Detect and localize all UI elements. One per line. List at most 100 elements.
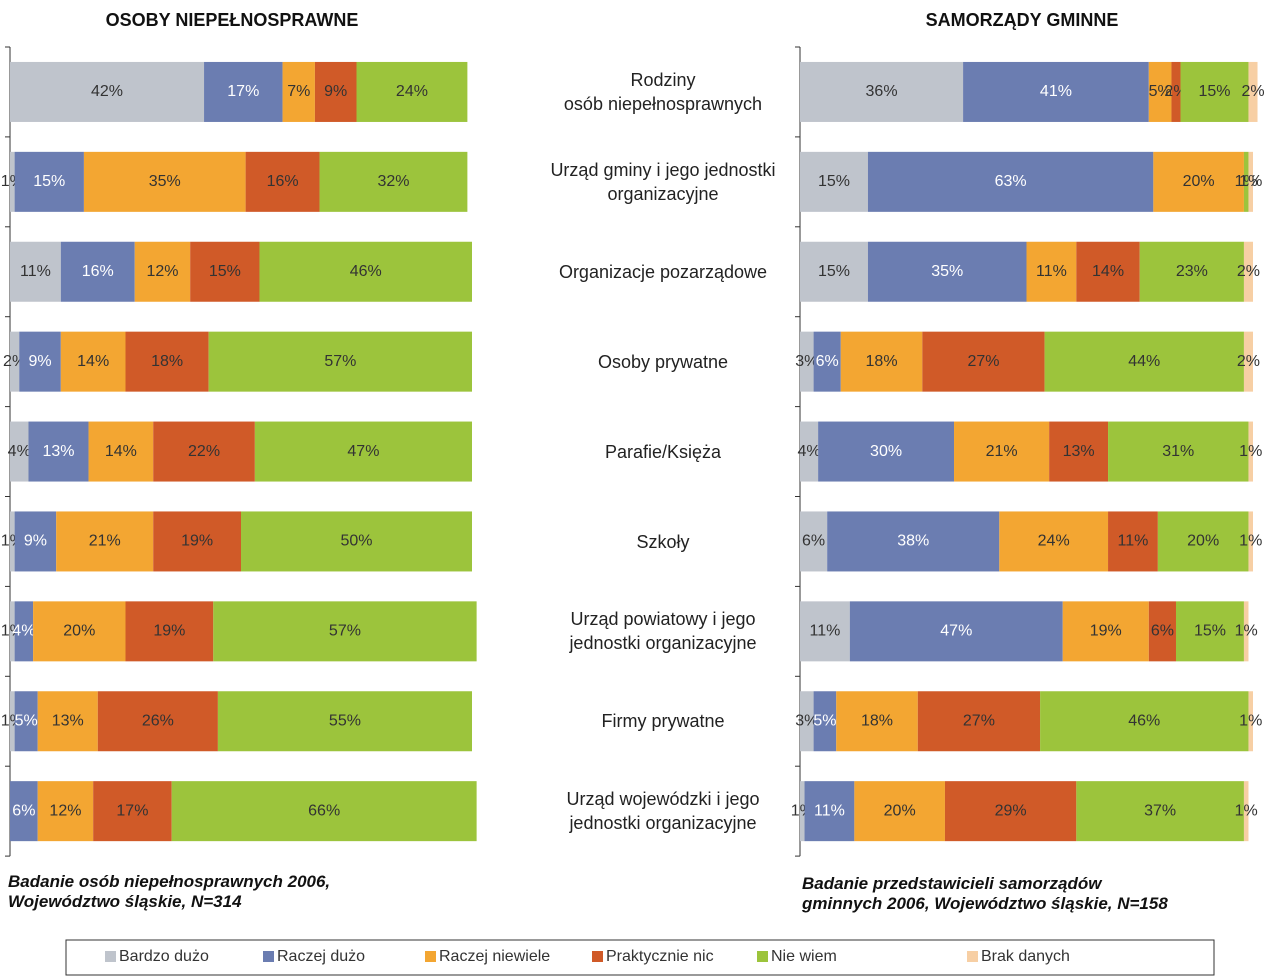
- bar-segment: [836, 691, 918, 752]
- data-label: 2%: [1237, 353, 1260, 370]
- bar-segment: [88, 421, 154, 482]
- data-label: 15%: [1194, 623, 1226, 640]
- bar-segment: [1243, 781, 1249, 842]
- data-label: 50%: [340, 533, 372, 550]
- bar-segment: [56, 511, 154, 572]
- bar-segment: [153, 421, 255, 482]
- bar-segment: [19, 331, 61, 392]
- bar-segment: [10, 601, 15, 662]
- data-label: 12%: [146, 263, 178, 280]
- data-label: 15%: [818, 263, 850, 280]
- data-label: 27%: [967, 353, 999, 370]
- bar-segment: [14, 691, 38, 752]
- data-label: 18%: [861, 712, 893, 729]
- data-label: 21%: [89, 533, 121, 550]
- legend-box: [65, 939, 1215, 976]
- bar-segment: [93, 781, 172, 842]
- data-label: 20%: [1183, 173, 1215, 190]
- bar-segment: [1076, 781, 1244, 842]
- bar-segment: [1062, 601, 1149, 662]
- bar-segment: [213, 601, 477, 662]
- bar-segment: [1248, 691, 1253, 752]
- data-label: 5%: [1149, 83, 1172, 100]
- data-label: 11%: [809, 623, 840, 640]
- bar-segment: [818, 421, 955, 482]
- bar-segment: [1248, 421, 1253, 482]
- data-label: 66%: [308, 802, 340, 819]
- bar-segment: [10, 331, 20, 392]
- bar-segment: [1243, 331, 1253, 392]
- data-label: 19%: [181, 533, 213, 550]
- bar-segment: [827, 511, 1000, 572]
- category-label: Urząd wojewódzki i jego jednostki organi…: [566, 789, 760, 834]
- data-label: 16%: [82, 263, 114, 280]
- bar-segment: [922, 331, 1045, 392]
- bar-segment: [1148, 61, 1172, 122]
- data-label: 3%: [795, 353, 818, 370]
- data-label: 19%: [153, 623, 185, 640]
- legend-label: Bardzo dużo: [119, 948, 209, 965]
- bar-segment: [10, 511, 15, 572]
- data-label: 2%: [1237, 263, 1260, 280]
- bar-segment: [204, 61, 283, 122]
- data-label: 11%: [1118, 533, 1149, 550]
- bar-segment: [14, 511, 57, 572]
- bar-segment: [10, 691, 15, 752]
- bar-segment: [954, 421, 1050, 482]
- data-label: 46%: [1128, 712, 1160, 729]
- data-label: 1%: [1235, 623, 1258, 640]
- bar-segment: [1044, 331, 1244, 392]
- data-label: 35%: [149, 173, 181, 190]
- bar-segment: [1248, 511, 1253, 572]
- data-label: 6%: [816, 353, 839, 370]
- data-label: 1%: [1239, 712, 1262, 729]
- data-label: 13%: [42, 443, 74, 460]
- bar-segment: [241, 511, 472, 572]
- category-label: Parafie/Księża: [604, 441, 722, 462]
- bar-segment: [259, 241, 472, 302]
- legend-label: Raczej dużo: [277, 948, 365, 965]
- data-label: 1%: [1239, 533, 1262, 550]
- data-label: 26%: [142, 712, 174, 729]
- bar-segment: [190, 241, 260, 302]
- bar-segment: [60, 241, 135, 302]
- bar-segment: [134, 241, 191, 302]
- data-label: 6%: [12, 802, 35, 819]
- data-label: 22%: [188, 443, 220, 460]
- bar-segment: [37, 781, 94, 842]
- bar-segment: [1180, 61, 1249, 122]
- data-label: 32%: [377, 173, 409, 190]
- bar-segment: [840, 331, 923, 392]
- data-label: 9%: [24, 533, 47, 550]
- data-label: 20%: [884, 802, 916, 819]
- bar-segment: [1148, 601, 1176, 662]
- data-label: 29%: [995, 802, 1027, 819]
- bar-segment: [1243, 601, 1249, 662]
- bar-segment: [319, 151, 468, 212]
- chart-title: SAMORZĄDY GMINNE: [925, 10, 1119, 30]
- data-label: 1%: [1235, 802, 1258, 819]
- bar-segment: [10, 241, 61, 302]
- legend-label: Nie wiem: [771, 948, 837, 965]
- bar-segment: [800, 511, 828, 572]
- category-label: Urząd powiatowy i jego jednostki organiz…: [569, 609, 757, 654]
- data-label: 11%: [1036, 263, 1067, 280]
- data-label: 18%: [866, 353, 898, 370]
- category-label: Organizacje pozarządowe: [558, 261, 768, 282]
- bar-segment: [97, 691, 218, 752]
- data-label: 55%: [329, 712, 361, 729]
- data-label: 12%: [49, 802, 81, 819]
- bar-segment: [1157, 511, 1249, 572]
- bar-segment: [60, 331, 126, 392]
- bar-segment: [28, 421, 89, 482]
- data-label: 38%: [897, 533, 929, 550]
- data-label: 41%: [1040, 83, 1072, 100]
- caption: Badanie osób niepełnosprawnych 2006, Woj…: [8, 872, 331, 911]
- bar-segment: [849, 601, 1063, 662]
- legend-label: Brak danych: [981, 948, 1070, 965]
- bar-segment: [804, 781, 855, 842]
- data-label: 14%: [77, 353, 109, 370]
- bar-segment: [1026, 241, 1077, 302]
- category-label: Firmy prywatne: [601, 711, 725, 732]
